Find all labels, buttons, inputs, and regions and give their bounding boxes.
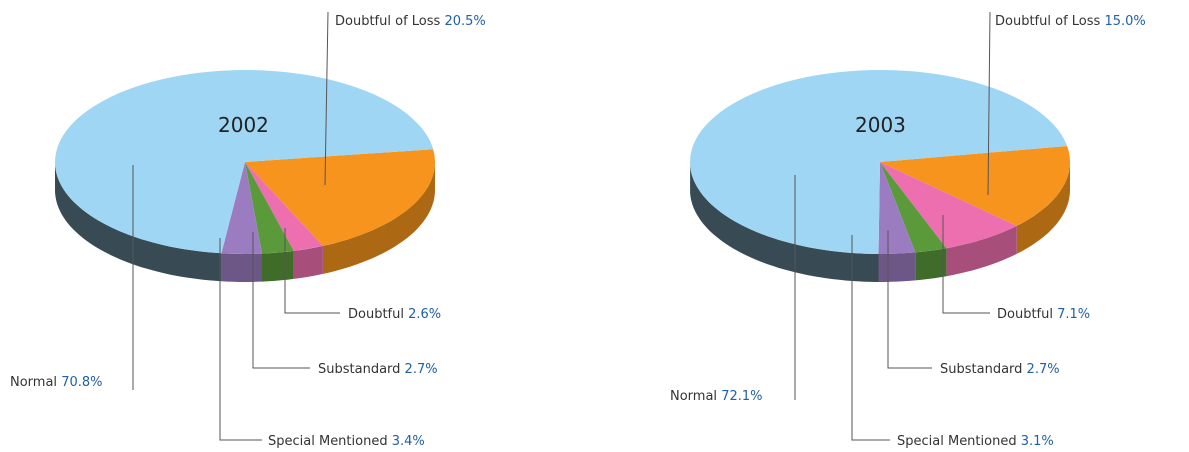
slice [880,162,947,253]
leader-line [887,230,932,369]
slice-side [322,162,435,274]
slice-label: Doubtful 2.6% [348,307,441,322]
slice-side [915,248,947,281]
category-name: Doubtful [348,307,404,322]
value-label: 2.7% [1027,362,1060,377]
slice-label: Special Mentioned 3.4% [268,434,425,449]
leader-line [987,11,991,196]
category-name: Normal [670,389,717,404]
slice-label: Substandard 2.7% [318,362,438,377]
slice [880,162,1017,249]
slice-side [293,245,323,279]
leader-line [942,215,990,314]
category-name: Substandard [318,362,400,377]
slice-label: Substandard 2.7% [940,362,1060,377]
pie-title: 2002 [218,113,269,137]
slice-label: Doubtful of Loss 15.0% [995,14,1146,29]
value-label: 2.7% [405,362,438,377]
slice-side [221,253,262,282]
leader-line [252,232,310,369]
slice-side [55,164,222,282]
slice-side [1016,162,1070,254]
slice-side [262,250,294,282]
pie-title: 2003 [855,113,906,137]
slice-label: Doubtful 7.1% [997,307,1090,322]
slice [245,162,323,251]
pie-chart: 2003 Doubtful of Loss 15.0% Doubtful 7.1% S… [670,11,1146,449]
category-name: Special Mentioned [897,434,1017,449]
value-label: 3.4% [392,434,425,449]
category-name: Doubtful of Loss [335,14,441,29]
category-name: Normal [10,375,57,390]
value-label: 70.8% [61,375,102,390]
category-name: Substandard [940,362,1022,377]
pie-chart: 2002 Doubtful of Loss 20.5% Doubtful 2.6% S… [10,11,486,449]
slice [55,70,434,254]
slice-side [878,252,916,282]
leader-line [324,11,329,186]
value-label: 2.6% [408,307,441,322]
slice-label: Normal 70.8% [10,375,103,390]
category-name: Doubtful of Loss [995,14,1101,29]
slice-side [946,225,1017,277]
slice-label: Normal 72.1% [670,389,763,404]
value-label: 3.1% [1021,434,1054,449]
leader-line [219,238,262,441]
value-label: 72.1% [721,389,762,404]
slice-label: Special Mentioned 3.1% [897,434,1054,449]
leader-line [284,228,340,314]
slice [689,70,1068,254]
slice [245,149,436,246]
slice [245,162,294,254]
category-name: Doubtful [997,307,1053,322]
slice-side [690,164,879,282]
leader-line [851,235,890,441]
slice [221,162,262,254]
slice [880,146,1070,226]
slice-label: Doubtful of Loss 20.5% [335,14,486,29]
value-label: 20.5% [444,14,485,29]
value-label: 15.0% [1104,14,1145,29]
category-name: Special Mentioned [268,434,388,449]
value-label: 7.1% [1057,307,1090,322]
